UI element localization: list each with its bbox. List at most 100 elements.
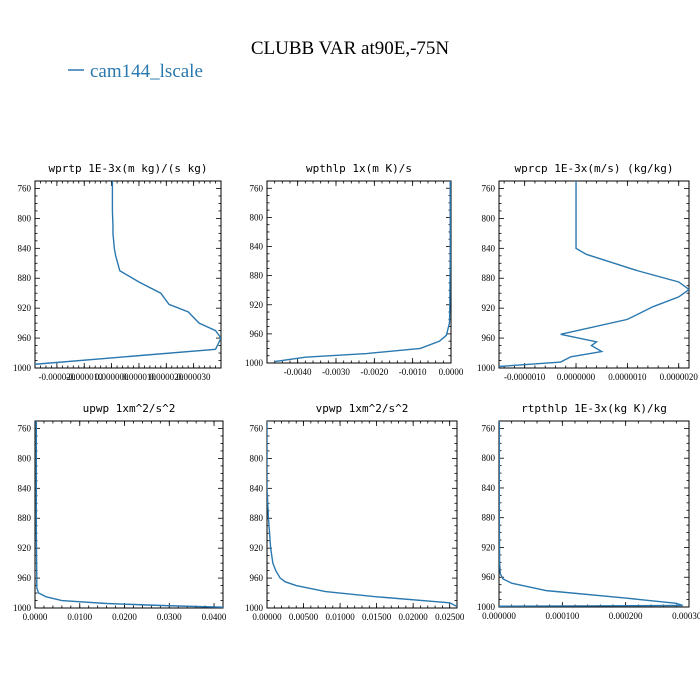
y-tick-label: 1000 xyxy=(13,363,32,373)
panel-title: wpthlp 1x(m K)/s xyxy=(306,162,412,175)
y-tick-label: 920 xyxy=(18,543,32,553)
panel-title: upwp 1xm^2/s^2 xyxy=(83,402,176,415)
x-tick-label: 0.0100 xyxy=(67,612,92,622)
x-tick-label: 0.000200 xyxy=(609,611,643,621)
x-tick-label: 0.0000000 xyxy=(557,372,596,382)
x-tick-label: 0.02500 xyxy=(435,612,465,622)
panel-title: wprcp 1E-3x(m/s) (kg/kg) xyxy=(515,162,674,175)
x-tick-label: 0.0300 xyxy=(157,612,182,622)
y-tick-label: 1000 xyxy=(245,358,264,368)
x-tick-label: -0.0020 xyxy=(360,367,388,377)
y-tick-label: 760 xyxy=(18,423,32,433)
chart-panels: wprtp 1E-3x(m kg)/(s kg) 760 800 840 880 920 9… xyxy=(13,162,700,622)
y-tick-label: 880 xyxy=(250,271,264,281)
y-tick-label: 1000 xyxy=(477,602,496,612)
y-tick-label: 960 xyxy=(482,333,496,343)
y-tick-label: 800 xyxy=(18,213,32,223)
panel-6: rtpthlp 1E-3x(kg K)/kg 760 800 840 880 920 960… xyxy=(477,402,700,621)
axes-frame xyxy=(498,420,690,608)
x-tick-label: 0.000000 xyxy=(482,611,516,621)
y-tick-label: 800 xyxy=(482,453,496,463)
panel-title: vpwp 1xm^2/s^2 xyxy=(316,402,409,415)
x-tick-label: -0.0000010 xyxy=(504,372,546,382)
y-tick-label: 1000 xyxy=(477,363,496,373)
axes-frame xyxy=(34,420,224,609)
panel-title: wprtp 1E-3x(m kg)/(s kg) xyxy=(49,162,208,175)
x-tick-label: 0.0000010 xyxy=(608,372,647,382)
y-tick-label: 760 xyxy=(482,183,496,193)
axes-frame xyxy=(266,420,458,609)
figure-title: CLUBB VAR at90E,-75N xyxy=(251,38,450,59)
panel-2: wpthlp 1x(m K)/s 760 800 840 880 920 960 1000 -0… xyxy=(245,162,464,377)
y-tick-label: 760 xyxy=(482,423,496,433)
x-tick-label: 0.00500 xyxy=(289,612,319,622)
x-tick-label: 0.000020 xyxy=(149,372,183,382)
axes-frame xyxy=(34,180,222,369)
x-tick-label: -0.000020 xyxy=(39,372,76,382)
y-tick-label: 960 xyxy=(18,573,32,583)
x-tick-label: 0.000100 xyxy=(545,611,579,621)
y-tick-label: 920 xyxy=(250,300,264,310)
x-tick-label: 0.01500 xyxy=(362,612,392,622)
y-tick-label: 760 xyxy=(18,183,32,193)
y-tick-label: 920 xyxy=(18,303,32,313)
panel-title: rtpthlp 1E-3x(kg K)/kg xyxy=(521,402,667,415)
x-tick-label: 0.02000 xyxy=(399,612,429,622)
y-tick-label: 960 xyxy=(482,572,496,582)
y-tick-label: 880 xyxy=(18,513,32,523)
y-tick-label: 760 xyxy=(250,183,264,193)
y-tick-label: 800 xyxy=(18,453,32,463)
x-tick-label: 0.000010 xyxy=(122,372,156,382)
y-tick-label: 800 xyxy=(250,212,264,222)
y-tick-label: 840 xyxy=(482,483,496,493)
y-tick-label: 1000 xyxy=(13,603,32,613)
x-tick-label: 0.0200 xyxy=(112,612,137,622)
y-tick-label: 920 xyxy=(250,543,264,553)
x-tick-label: -0.0010 xyxy=(399,367,427,377)
series-line xyxy=(499,181,689,368)
panel-1: wprtp 1E-3x(m kg)/(s kg) 760 800 840 880 920 9… xyxy=(13,162,222,382)
y-tick-label: 880 xyxy=(482,273,496,283)
series-line xyxy=(35,421,223,608)
y-tick-label: 1000 xyxy=(245,603,264,613)
y-tick-label: 880 xyxy=(18,273,32,283)
y-tick-label: 920 xyxy=(482,303,496,313)
x-tick-label: 0.0000 xyxy=(439,367,464,377)
y-tick-label: 920 xyxy=(482,542,496,552)
y-tick-label: 840 xyxy=(250,242,264,252)
x-tick-label: 0.000030 xyxy=(177,372,211,382)
y-tick-label: 960 xyxy=(250,329,264,339)
x-tick-label: 0.0000 xyxy=(23,612,48,622)
x-tick-label: 0.0000020 xyxy=(660,372,699,382)
panel-5: vpwp 1xm^2/s^276080084088092096010000.00… xyxy=(245,402,465,622)
y-tick-label: 840 xyxy=(18,243,32,253)
x-tick-label: -0.0040 xyxy=(284,367,312,377)
series-line xyxy=(274,181,451,363)
y-tick-label: 800 xyxy=(482,213,496,223)
axes-frame xyxy=(498,180,690,369)
y-tick-label: 840 xyxy=(250,483,264,493)
x-tick-label: 0.01000 xyxy=(325,612,355,622)
legend-label: cam144_lscale xyxy=(90,61,203,82)
panel-3: wprcp 1E-3x(m/s) (kg/kg) 760 800 840 880 920 9… xyxy=(477,162,698,382)
panel-4: upwp 1xm^2/s^2 760 800 840 880 920 960 10000.00… xyxy=(13,402,227,622)
x-tick-label: -0.000010 xyxy=(66,372,103,382)
series-line xyxy=(499,421,683,607)
x-tick-label: 0.00000 xyxy=(252,612,282,622)
x-tick-label: -0.0030 xyxy=(322,367,350,377)
y-tick-label: 960 xyxy=(18,333,32,343)
x-tick-label: 0.000000 xyxy=(95,372,129,382)
y-tick-label: 840 xyxy=(482,243,496,253)
y-tick-label: 800 xyxy=(250,453,264,463)
series-line xyxy=(267,421,457,608)
series-line xyxy=(35,181,221,365)
axes-frame xyxy=(266,180,452,364)
legend: cam144_lscale xyxy=(68,61,203,82)
y-tick-label: 880 xyxy=(250,513,264,523)
x-tick-label: 0.000300 xyxy=(672,611,700,621)
x-tick-label: 0.0400 xyxy=(202,612,227,622)
y-tick-label: 760 xyxy=(250,423,264,433)
y-tick-label: 960 xyxy=(250,573,264,583)
y-tick-label: 880 xyxy=(482,513,496,523)
